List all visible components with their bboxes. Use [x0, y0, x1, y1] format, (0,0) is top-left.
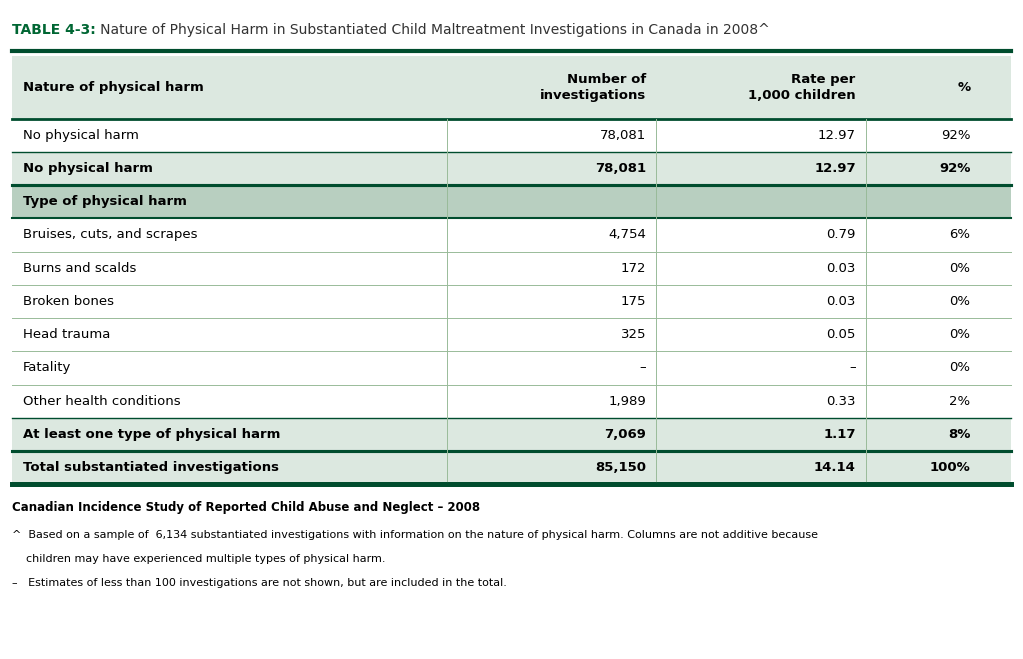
Text: ^  Based on a sample of  6,134 substantiated investigations with information on : ^ Based on a sample of 6,134 substantiat…	[12, 530, 818, 540]
Text: 85,150: 85,150	[595, 461, 647, 474]
Bar	[12, 56, 1011, 119]
Text: 0%: 0%	[949, 295, 971, 308]
Text: Total substantiated investigations: Total substantiated investigations	[23, 461, 278, 474]
Text: 172: 172	[621, 262, 647, 275]
Text: 1.17: 1.17	[824, 428, 855, 441]
Text: 0%: 0%	[949, 262, 971, 275]
Text: 78,081: 78,081	[595, 162, 647, 175]
Bar	[12, 152, 1011, 185]
Text: –   Estimates of less than 100 investigations are not shown, but are included in: – Estimates of less than 100 investigati…	[12, 578, 507, 588]
Text: At least one type of physical harm: At least one type of physical harm	[23, 428, 280, 441]
Text: 12.97: 12.97	[817, 129, 855, 142]
Text: 4,754: 4,754	[608, 229, 647, 241]
Text: 92%: 92%	[939, 162, 971, 175]
Text: %: %	[958, 81, 971, 94]
Text: Canadian Incidence Study of Reported Child Abuse and Neglect – 2008: Canadian Incidence Study of Reported Chi…	[12, 501, 481, 514]
Text: Nature of physical harm: Nature of physical harm	[23, 81, 204, 94]
Text: 0%: 0%	[949, 362, 971, 374]
Text: 0.03: 0.03	[827, 295, 855, 308]
Bar	[12, 285, 1011, 318]
Text: 2%: 2%	[949, 395, 971, 408]
Bar	[12, 218, 1011, 252]
Text: Bruises, cuts, and scrapes: Bruises, cuts, and scrapes	[23, 229, 197, 241]
Text: 92%: 92%	[941, 129, 971, 142]
Text: 100%: 100%	[930, 461, 971, 474]
Text: Other health conditions: Other health conditions	[23, 395, 180, 408]
Text: 0.33: 0.33	[827, 395, 855, 408]
Text: Rate per
1,000 children: Rate per 1,000 children	[748, 72, 855, 102]
Bar	[12, 451, 1011, 484]
Bar	[12, 119, 1011, 152]
Text: TABLE 4-3:: TABLE 4-3:	[12, 23, 96, 37]
Bar	[12, 351, 1011, 385]
Text: Number of
investigations: Number of investigations	[540, 72, 647, 102]
Text: No physical harm: No physical harm	[23, 129, 138, 142]
Text: 0%: 0%	[949, 328, 971, 341]
Bar	[12, 385, 1011, 418]
Text: 175: 175	[621, 295, 647, 308]
Text: 12.97: 12.97	[814, 162, 855, 175]
Text: Head trauma: Head trauma	[23, 328, 109, 341]
Bar	[12, 318, 1011, 351]
Text: 325: 325	[621, 328, 647, 341]
Text: –: –	[639, 362, 647, 374]
Text: 6%: 6%	[949, 229, 971, 241]
Text: 7,069: 7,069	[605, 428, 647, 441]
Text: Fatality: Fatality	[23, 362, 71, 374]
Text: Burns and scalds: Burns and scalds	[23, 262, 136, 275]
Text: 0.05: 0.05	[827, 328, 855, 341]
Text: 78,081: 78,081	[599, 129, 647, 142]
Text: 0.79: 0.79	[827, 229, 855, 241]
Text: Nature of Physical Harm in Substantiated Child Maltreatment Investigations in Ca: Nature of Physical Harm in Substantiated…	[87, 23, 769, 37]
Text: 0.03: 0.03	[827, 262, 855, 275]
Text: –: –	[849, 362, 855, 374]
Bar	[12, 252, 1011, 285]
Text: Type of physical harm: Type of physical harm	[23, 195, 186, 208]
Text: 8%: 8%	[948, 428, 971, 441]
Text: children may have experienced multiple types of physical harm.: children may have experienced multiple t…	[12, 554, 386, 564]
Bar	[12, 418, 1011, 451]
Text: 1,989: 1,989	[609, 395, 647, 408]
Text: No physical harm: No physical harm	[23, 162, 152, 175]
Bar	[12, 185, 1011, 218]
Text: Broken bones: Broken bones	[23, 295, 114, 308]
Text: 14.14: 14.14	[814, 461, 855, 474]
